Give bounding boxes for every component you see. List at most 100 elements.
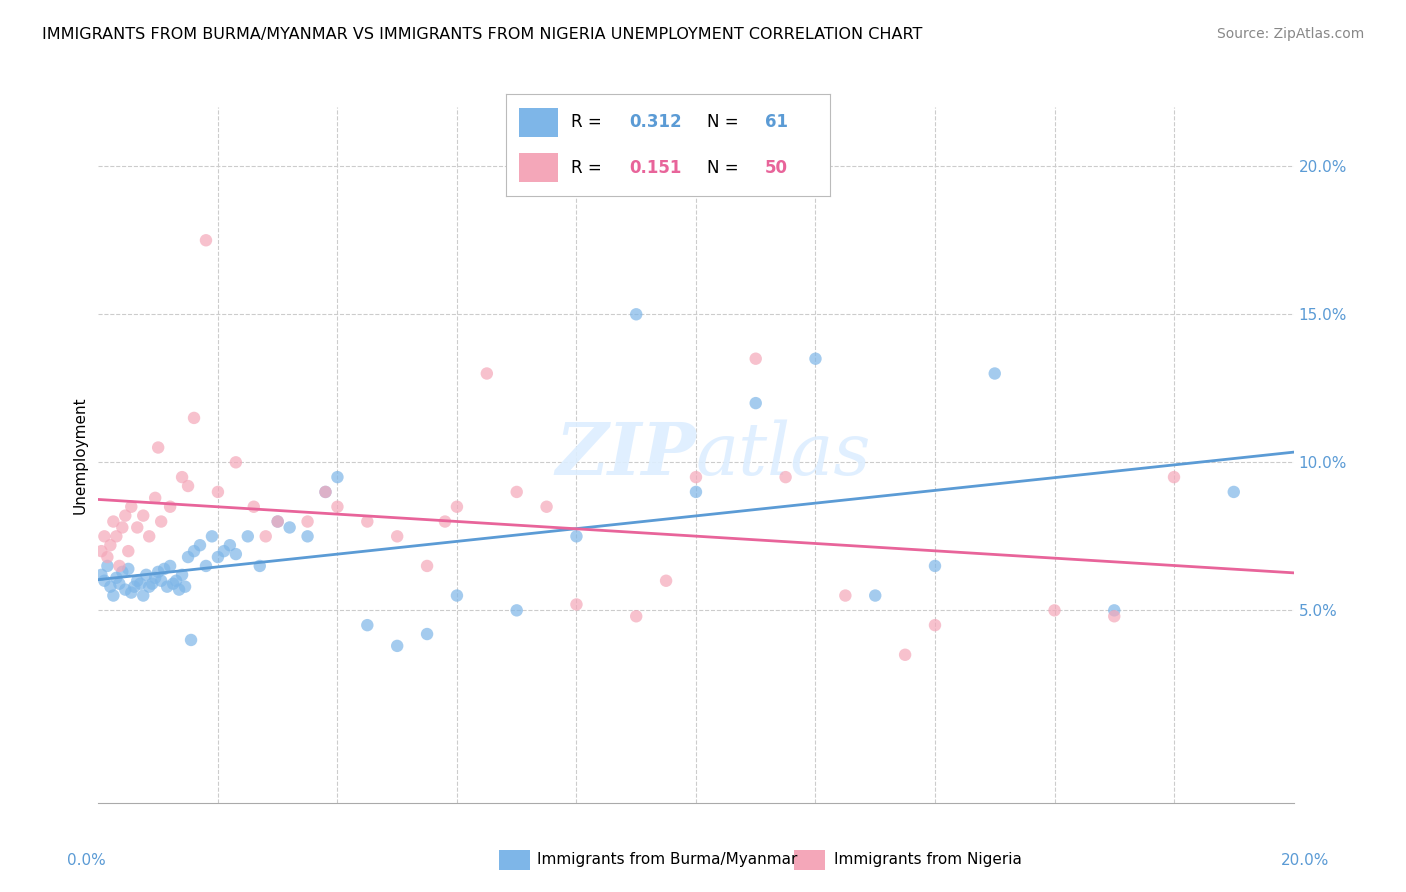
Point: [105, 571, 128, 585]
Point: [924, 618, 946, 632]
Point: [148, 565, 170, 579]
Point: [433, 515, 456, 529]
Point: [120, 500, 142, 514]
Point: [195, 558, 218, 573]
Point: [745, 351, 768, 366]
Point: [124, 580, 146, 594]
Text: N =: N =: [707, 113, 744, 131]
Point: [536, 500, 558, 514]
Point: [100, 538, 122, 552]
Point: [153, 562, 176, 576]
Point: [150, 515, 173, 529]
Text: 0.0%: 0.0%: [67, 853, 105, 868]
Point: [297, 515, 319, 529]
Text: IMMIGRANTS FROM BURMA/MYANMAR VS IMMIGRANTS FROM NIGERIA UNEMPLOYMENT CORRELATIO: IMMIGRANTS FROM BURMA/MYANMAR VS IMMIGRA…: [42, 27, 922, 42]
Point: [924, 558, 946, 573]
Point: [90, 567, 112, 582]
Point: [183, 544, 205, 558]
Point: [243, 500, 266, 514]
Point: [626, 609, 648, 624]
Point: [103, 515, 125, 529]
Point: [446, 500, 468, 514]
Text: Immigrants from Nigeria: Immigrants from Nigeria: [834, 853, 1022, 867]
Point: [96, 550, 118, 565]
Point: [984, 367, 1007, 381]
Point: [108, 558, 131, 573]
Text: 61: 61: [765, 113, 787, 131]
Y-axis label: Unemployment: Unemployment: [72, 396, 87, 514]
Point: [297, 529, 319, 543]
Point: [172, 470, 194, 484]
Point: [172, 567, 194, 582]
Text: 0.312: 0.312: [628, 113, 682, 131]
Point: [254, 529, 277, 543]
Point: [894, 648, 917, 662]
Point: [314, 484, 337, 499]
Point: [103, 589, 125, 603]
Point: [219, 538, 242, 552]
Point: [195, 233, 218, 247]
Point: [177, 479, 200, 493]
Point: [96, 558, 118, 573]
Point: [249, 558, 271, 573]
Point: [207, 550, 229, 565]
Point: [117, 562, 139, 576]
Point: [314, 484, 337, 499]
Text: 50: 50: [765, 159, 787, 177]
Bar: [519, 108, 558, 136]
Point: [105, 529, 128, 543]
Point: [626, 307, 648, 321]
Point: [162, 576, 184, 591]
Text: R =: R =: [571, 159, 607, 177]
Point: [159, 558, 181, 573]
Point: [1102, 609, 1125, 624]
Point: [165, 574, 187, 588]
Point: [117, 544, 139, 558]
Point: [356, 618, 378, 632]
Point: [225, 455, 247, 469]
Point: [129, 576, 152, 591]
Point: [120, 585, 142, 599]
Point: [446, 589, 468, 603]
Point: [506, 603, 529, 617]
Point: [326, 470, 349, 484]
Point: [167, 582, 190, 597]
Point: [267, 515, 290, 529]
Point: [177, 550, 200, 565]
Text: atlas: atlas: [696, 419, 872, 491]
Point: [183, 411, 205, 425]
Point: [1043, 603, 1066, 617]
Text: 0.151: 0.151: [628, 159, 682, 177]
Point: [565, 529, 588, 543]
Point: [148, 441, 170, 455]
Point: [201, 529, 224, 543]
Text: N =: N =: [707, 159, 744, 177]
Bar: [519, 153, 558, 182]
Point: [156, 580, 179, 594]
Point: [207, 484, 229, 499]
Point: [132, 589, 155, 603]
Point: [565, 598, 588, 612]
Point: [93, 529, 115, 543]
Point: [1222, 484, 1246, 499]
Point: [655, 574, 678, 588]
Point: [236, 529, 259, 543]
Point: [127, 574, 149, 588]
Point: [278, 520, 301, 534]
Point: [385, 639, 409, 653]
Point: [834, 589, 856, 603]
Point: [150, 574, 173, 588]
Point: [143, 491, 166, 505]
Point: [132, 508, 155, 523]
Point: [267, 515, 290, 529]
Text: ZIP: ZIP: [555, 419, 696, 491]
Point: [138, 580, 160, 594]
Point: [506, 484, 529, 499]
Point: [225, 547, 247, 561]
Point: [111, 520, 134, 534]
Point: [100, 580, 122, 594]
Point: [127, 520, 149, 534]
Point: [863, 589, 887, 603]
Point: [416, 627, 439, 641]
Point: [1102, 603, 1125, 617]
